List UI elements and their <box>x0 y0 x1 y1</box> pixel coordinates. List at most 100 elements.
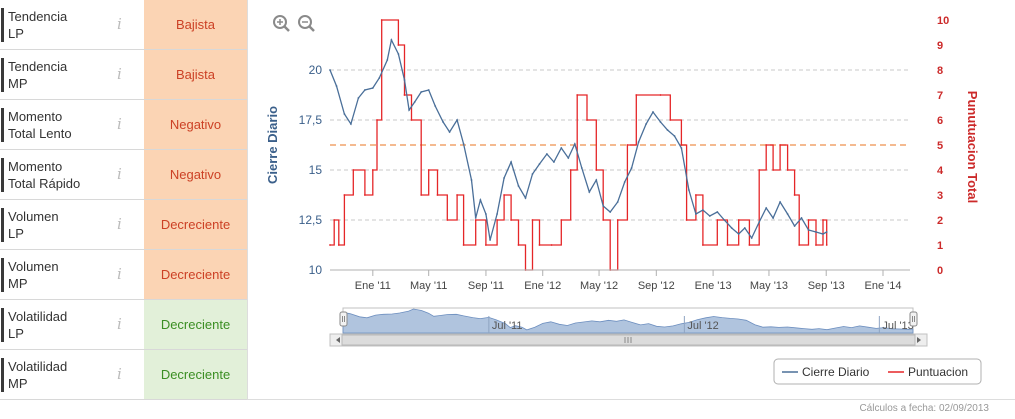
close-point <box>408 109 410 111</box>
y2-tick-label: 1 <box>937 240 943 252</box>
row-marker <box>1 258 4 292</box>
indicator-value: Decreciente <box>144 350 247 399</box>
score-point <box>680 144 683 146</box>
legend-label-puntuacion[interactable]: Puntuacion <box>908 365 968 379</box>
y2-tick-label: 9 <box>937 40 943 52</box>
y2-axis-title: Punutuacion Total <box>965 91 980 203</box>
score-point <box>436 194 439 196</box>
score-point <box>758 169 761 171</box>
score-point <box>333 219 336 221</box>
close-point <box>343 113 346 115</box>
info-icon[interactable]: i <box>117 215 122 233</box>
close-point <box>474 217 477 219</box>
y2-tick-label: 6 <box>937 115 943 127</box>
zoom-in-icon[interactable] <box>273 15 290 32</box>
close-point <box>386 59 389 61</box>
navigator-handle[interactable] <box>339 311 348 327</box>
info-icon[interactable]: i <box>117 15 122 33</box>
info-icon[interactable]: i <box>117 265 122 283</box>
close-point <box>807 229 810 231</box>
close-point <box>652 111 654 113</box>
score-point <box>397 44 400 46</box>
close-point <box>800 217 803 219</box>
score-point <box>702 244 704 246</box>
info-icon[interactable]: i <box>117 115 122 133</box>
indicator-row-volumen-mp: Volumen MP i Decreciente <box>0 250 247 300</box>
navigator-handle[interactable] <box>909 311 918 327</box>
close-point <box>350 123 352 125</box>
score-point <box>595 169 598 171</box>
score-point <box>420 194 423 196</box>
close-point <box>595 179 598 181</box>
close-point <box>485 213 487 215</box>
navigator-label: Jul '13 <box>882 320 913 332</box>
close-point <box>815 231 817 233</box>
navigator[interactable]: Jul '11 Jul '12 Jul '13 <box>329 307 928 347</box>
scroll-left-arrow-icon[interactable] <box>336 337 340 343</box>
scroll-right-arrow-icon[interactable] <box>917 337 921 343</box>
info-icon[interactable]: i <box>117 365 122 383</box>
score-point <box>669 119 672 121</box>
y-tick-label: 15 <box>309 163 323 177</box>
close-point <box>403 79 406 81</box>
score-point <box>602 219 605 221</box>
close-point <box>442 121 444 123</box>
zoom-out-icon[interactable] <box>298 15 315 32</box>
close-point <box>335 85 338 87</box>
x-tick-label: Ene '12 <box>524 280 561 292</box>
close-point <box>524 197 527 199</box>
score-point <box>446 219 449 221</box>
price-score-chart: 10 12,5 15 17,5 20 0 1 2 3 4 5 6 7 8 9 10 Ene '11 May '11… <box>265 15 982 385</box>
score-point <box>726 244 729 246</box>
indicator-label-line2: LP <box>8 226 24 241</box>
indicator-label-line2: Total Rápido <box>8 176 81 191</box>
close-point <box>723 219 726 221</box>
close-point <box>743 227 746 229</box>
close-point <box>510 161 512 163</box>
indicator-value: Bajista <box>144 0 247 49</box>
indicator-label-line2: MP <box>8 276 28 291</box>
score-point <box>352 169 355 171</box>
x-tick-label: May '11 <box>410 280 447 292</box>
score-point <box>538 244 541 246</box>
series-cierre-diario <box>329 38 828 241</box>
close-point <box>730 227 733 229</box>
indicator-table: Tendencia LP i Bajista Tendencia MP i Baji… <box>0 0 248 400</box>
score-point <box>659 94 662 96</box>
indicator-label: Tendencia MP <box>8 58 98 92</box>
close-point <box>666 129 669 131</box>
footer-divider <box>248 399 1015 400</box>
close-point <box>588 191 591 193</box>
score-point <box>337 244 340 246</box>
indicator-row-momento-lento: Momento Total Lento i Negativo <box>0 100 247 150</box>
indicator-label: Volumen MP <box>8 258 98 292</box>
info-icon[interactable]: i <box>117 315 122 333</box>
calc-date-text: Cálculos a fecha: 02/09/2013 <box>859 403 989 414</box>
close-point <box>758 221 761 223</box>
info-icon[interactable]: i <box>117 165 122 183</box>
legend-label-cierre-diario[interactable]: Cierre Diario <box>802 365 870 379</box>
close-point <box>397 53 400 55</box>
x-tick-label: May '13 <box>750 280 788 292</box>
score-point <box>380 19 383 21</box>
close-point <box>750 237 753 239</box>
close-point <box>448 131 451 133</box>
indicator-label-line1: Momento <box>8 159 63 174</box>
y2-tick-label: 4 <box>937 165 944 177</box>
x-tick-label: Ene '11 <box>355 280 391 292</box>
score-point <box>462 244 465 246</box>
score-point <box>793 194 796 196</box>
indicator-label: Tendencia LP <box>8 8 98 42</box>
close-point <box>737 233 740 235</box>
score-point <box>410 119 413 121</box>
close-point <box>553 161 555 163</box>
close-point <box>413 101 416 103</box>
y-axis-title: Cierre Diario <box>265 106 280 184</box>
navigator-area <box>342 308 914 334</box>
info-icon[interactable]: i <box>117 65 122 83</box>
score-point <box>825 244 828 246</box>
close-point <box>470 179 473 181</box>
score-point <box>716 219 719 221</box>
indicator-label-line1: Tendencia <box>8 59 68 74</box>
close-point <box>420 91 423 93</box>
